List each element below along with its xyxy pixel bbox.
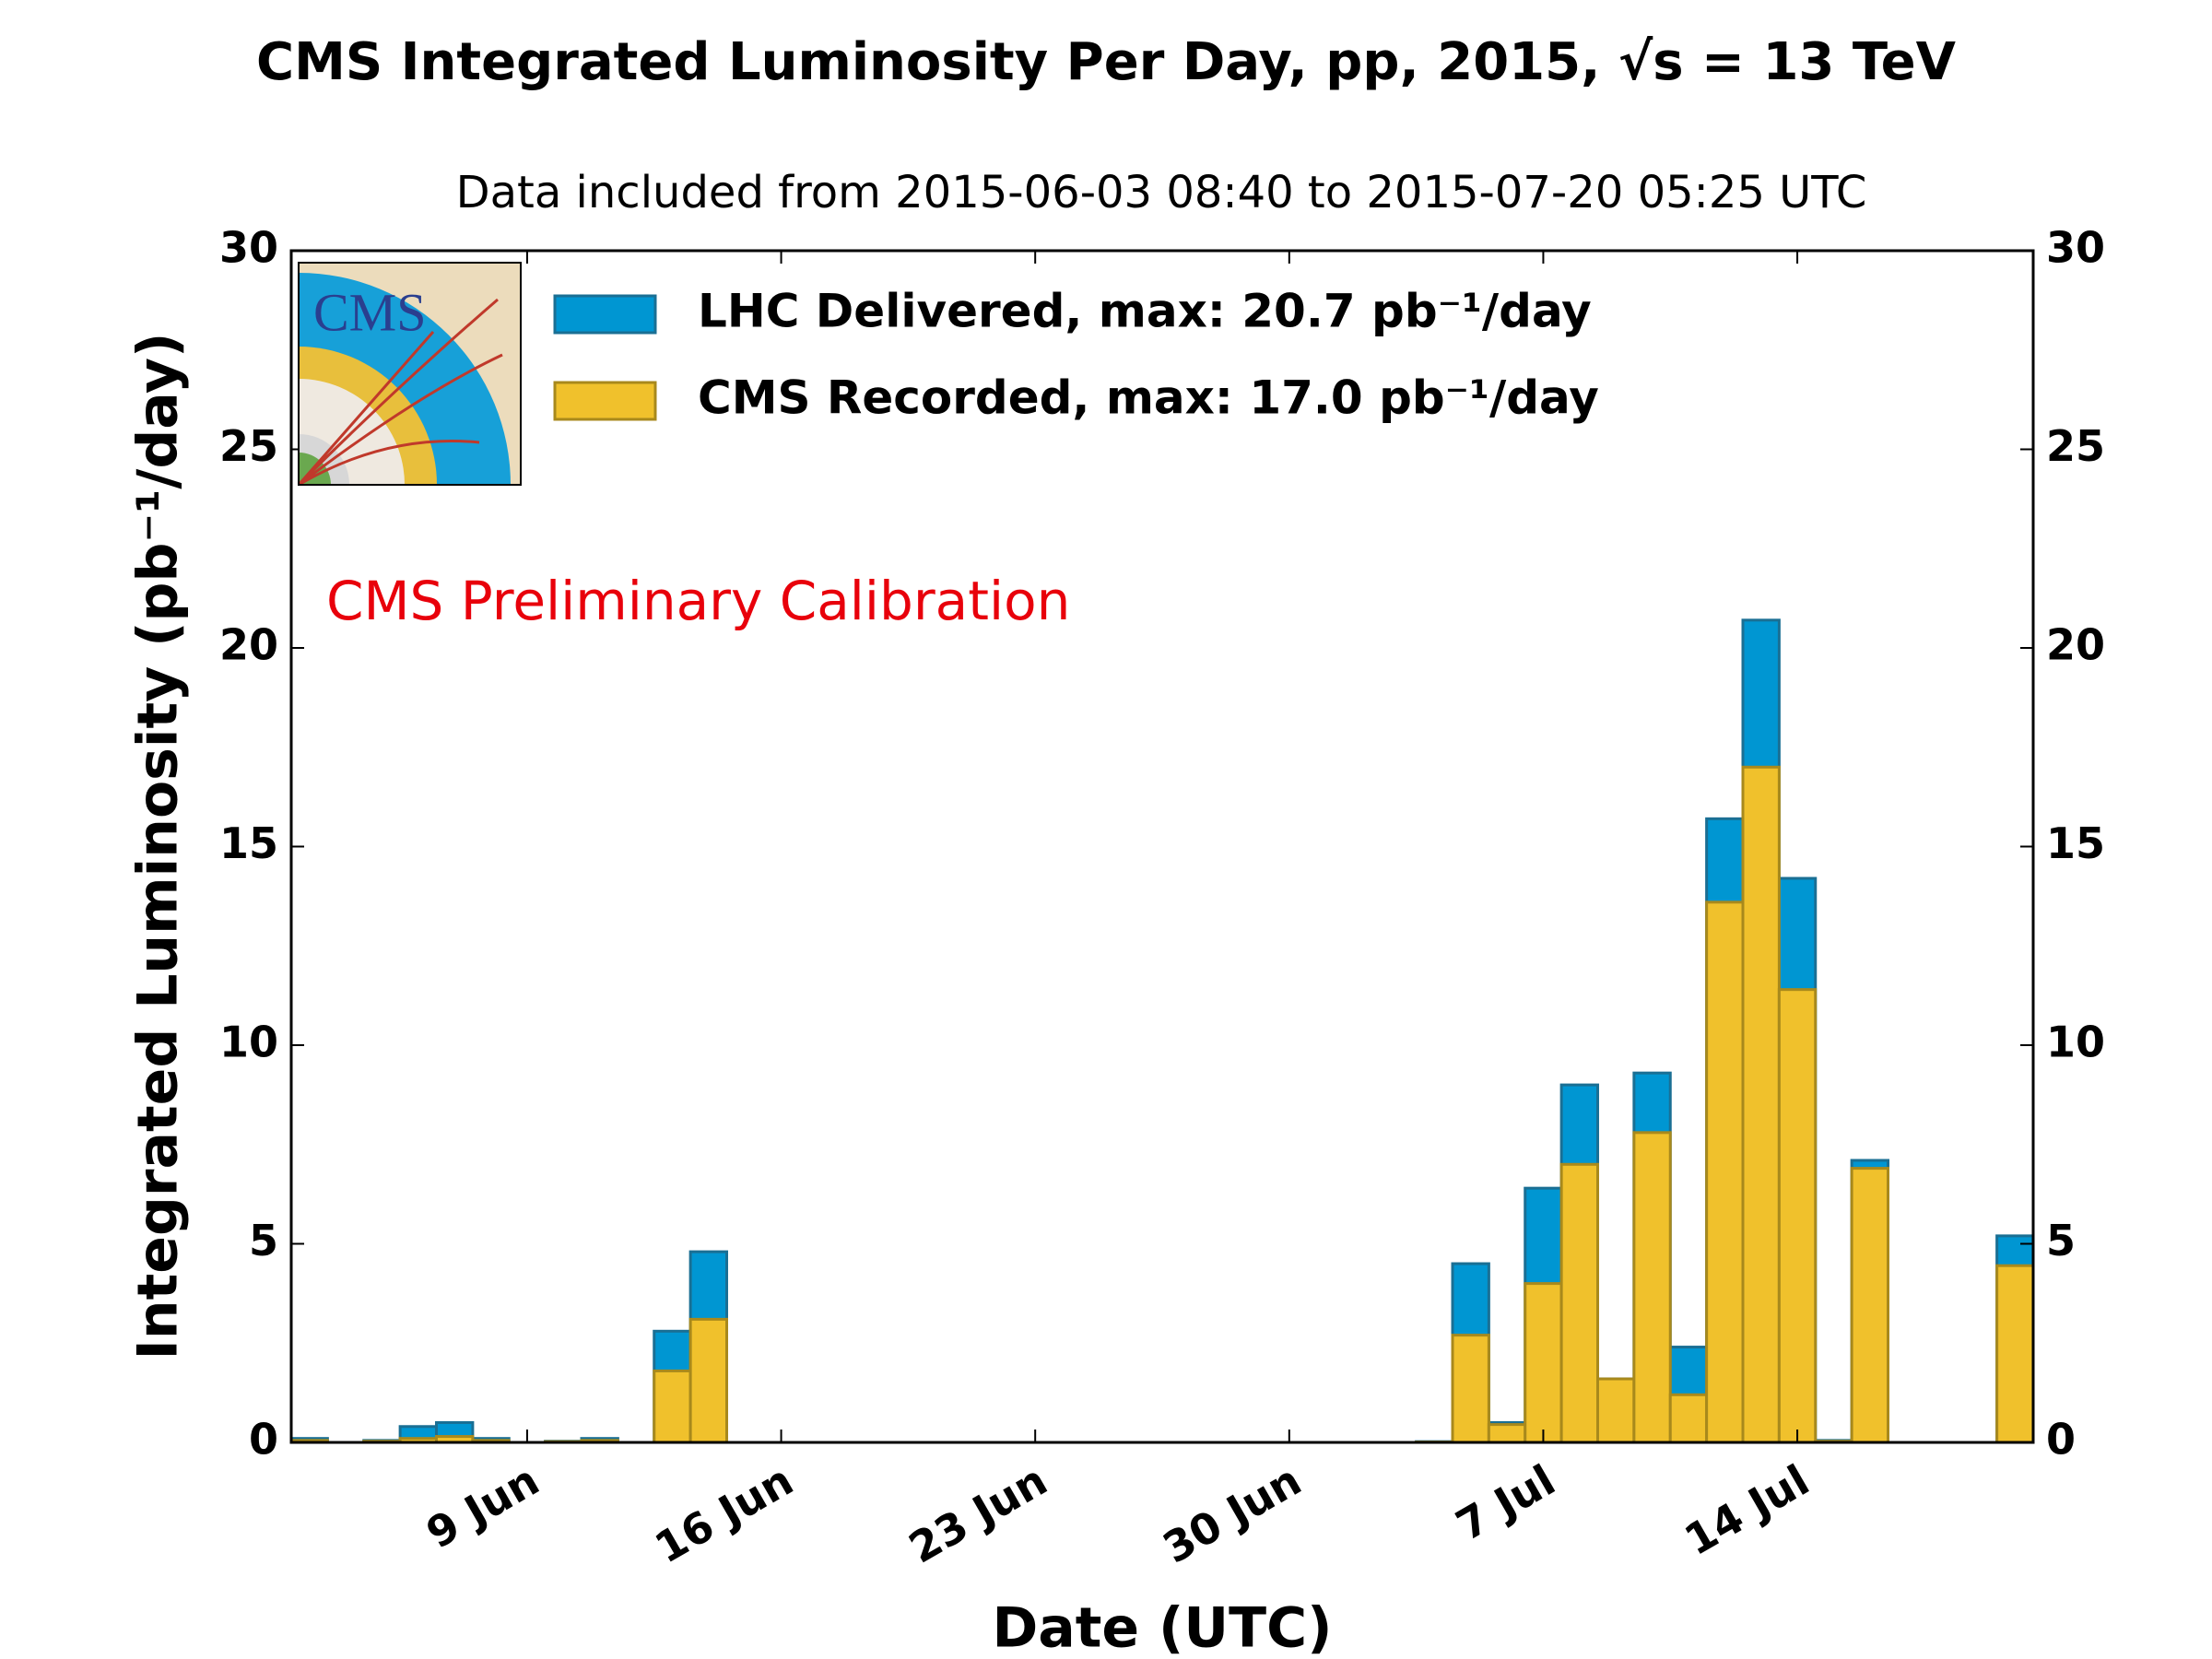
bar (688, 1317, 728, 1444)
bar (1705, 900, 1745, 1444)
bar (1741, 765, 1781, 1444)
y-tick-label: 0 (249, 1415, 278, 1465)
bar (1995, 1264, 2035, 1444)
y2-tick-label: 25 (2046, 421, 2105, 471)
bar (1777, 988, 1818, 1444)
bar (1632, 1131, 1672, 1444)
y-tick-label: 20 (219, 620, 278, 670)
y2-tick-label: 20 (2046, 620, 2105, 670)
y-tick-label: 30 (219, 223, 278, 273)
bar (1487, 1423, 1527, 1444)
bar (1668, 1393, 1709, 1444)
bar (1850, 1167, 1889, 1444)
bar (1451, 1334, 1490, 1444)
bar (1524, 1282, 1563, 1444)
legend-swatch (553, 381, 657, 421)
y-tick-label: 10 (219, 1018, 278, 1067)
cms-logo: CMS (298, 262, 522, 486)
bar (653, 1369, 692, 1444)
bar (1559, 1162, 1599, 1444)
chart-subtitle: Data included from 2015-06-03 08:40 to 2… (456, 167, 1867, 218)
y-axis-title: Integrated Luminosity (pb⁻¹/day) (126, 333, 191, 1360)
y2-tick-label: 5 (2046, 1216, 2076, 1265)
y2-tick-label: 15 (2046, 818, 2105, 868)
x-axis-title: Date (UTC) (992, 1596, 1332, 1659)
y-tick-label: 15 (219, 818, 278, 868)
svg-text:CMS: CMS (313, 282, 427, 342)
y-tick-label: 25 (219, 421, 278, 471)
chart-title: CMS Integrated Luminosity Per Day, pp, 2… (256, 32, 1957, 92)
bar (1596, 1377, 1636, 1444)
y2-tick-label: 0 (2046, 1415, 2076, 1465)
y2-tick-label: 10 (2046, 1018, 2105, 1067)
y-tick-label: 5 (249, 1216, 278, 1265)
annotation: CMS Preliminary Calibration (326, 570, 1070, 632)
legend-label: LHC Delivered, max: 20.7 pb⁻¹/day (698, 285, 1592, 338)
legend-label: CMS Recorded, max: 17.0 pb⁻¹/day (698, 371, 1599, 425)
y2-tick-label: 30 (2046, 223, 2105, 273)
legend-swatch (553, 294, 657, 335)
